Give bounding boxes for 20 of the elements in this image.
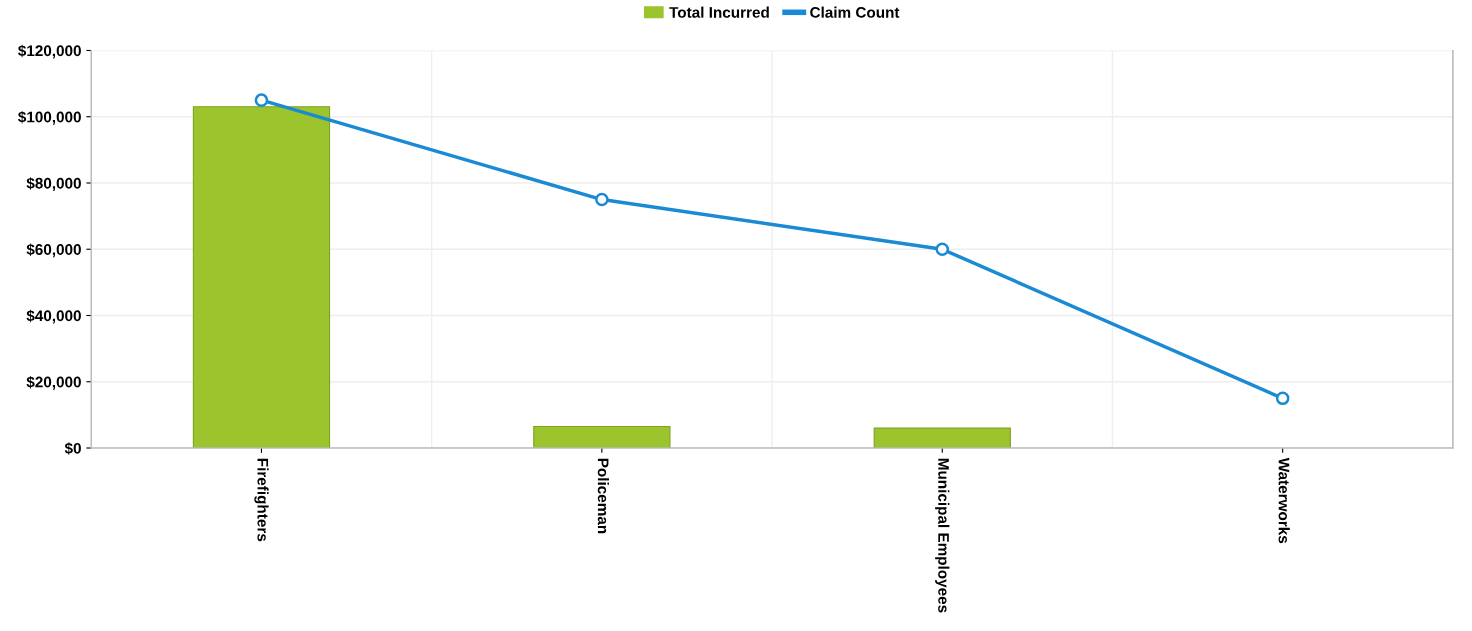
bar bbox=[533, 425, 671, 449]
point bbox=[595, 192, 609, 207]
point bbox=[1275, 391, 1290, 406]
y-tick-label: $40,000 bbox=[26, 309, 81, 324]
point bbox=[254, 93, 269, 107]
x-tick-label: Firefighters bbox=[254, 458, 269, 542]
y-tick-label: $120,000 bbox=[18, 44, 81, 59]
x-tick-label: Policeman bbox=[597, 458, 609, 534]
y-tick-label: $100,000 bbox=[18, 110, 81, 125]
legend-label: Total Incurred bbox=[669, 6, 769, 18]
y-tick-label: $20,000 bbox=[26, 375, 81, 390]
bar bbox=[873, 427, 1011, 449]
x-tick-label: Waterworks bbox=[1278, 457, 1290, 544]
legend-label: Claim Count bbox=[810, 6, 900, 18]
bar bbox=[192, 106, 331, 449]
y-tick-label: $80,000 bbox=[26, 177, 81, 191]
x-tick-label: Municipal Employees bbox=[935, 458, 950, 613]
y-tick-label: $0 bbox=[64, 442, 81, 455]
point bbox=[935, 242, 950, 257]
y-tick-label: $60,000 bbox=[26, 243, 81, 258]
